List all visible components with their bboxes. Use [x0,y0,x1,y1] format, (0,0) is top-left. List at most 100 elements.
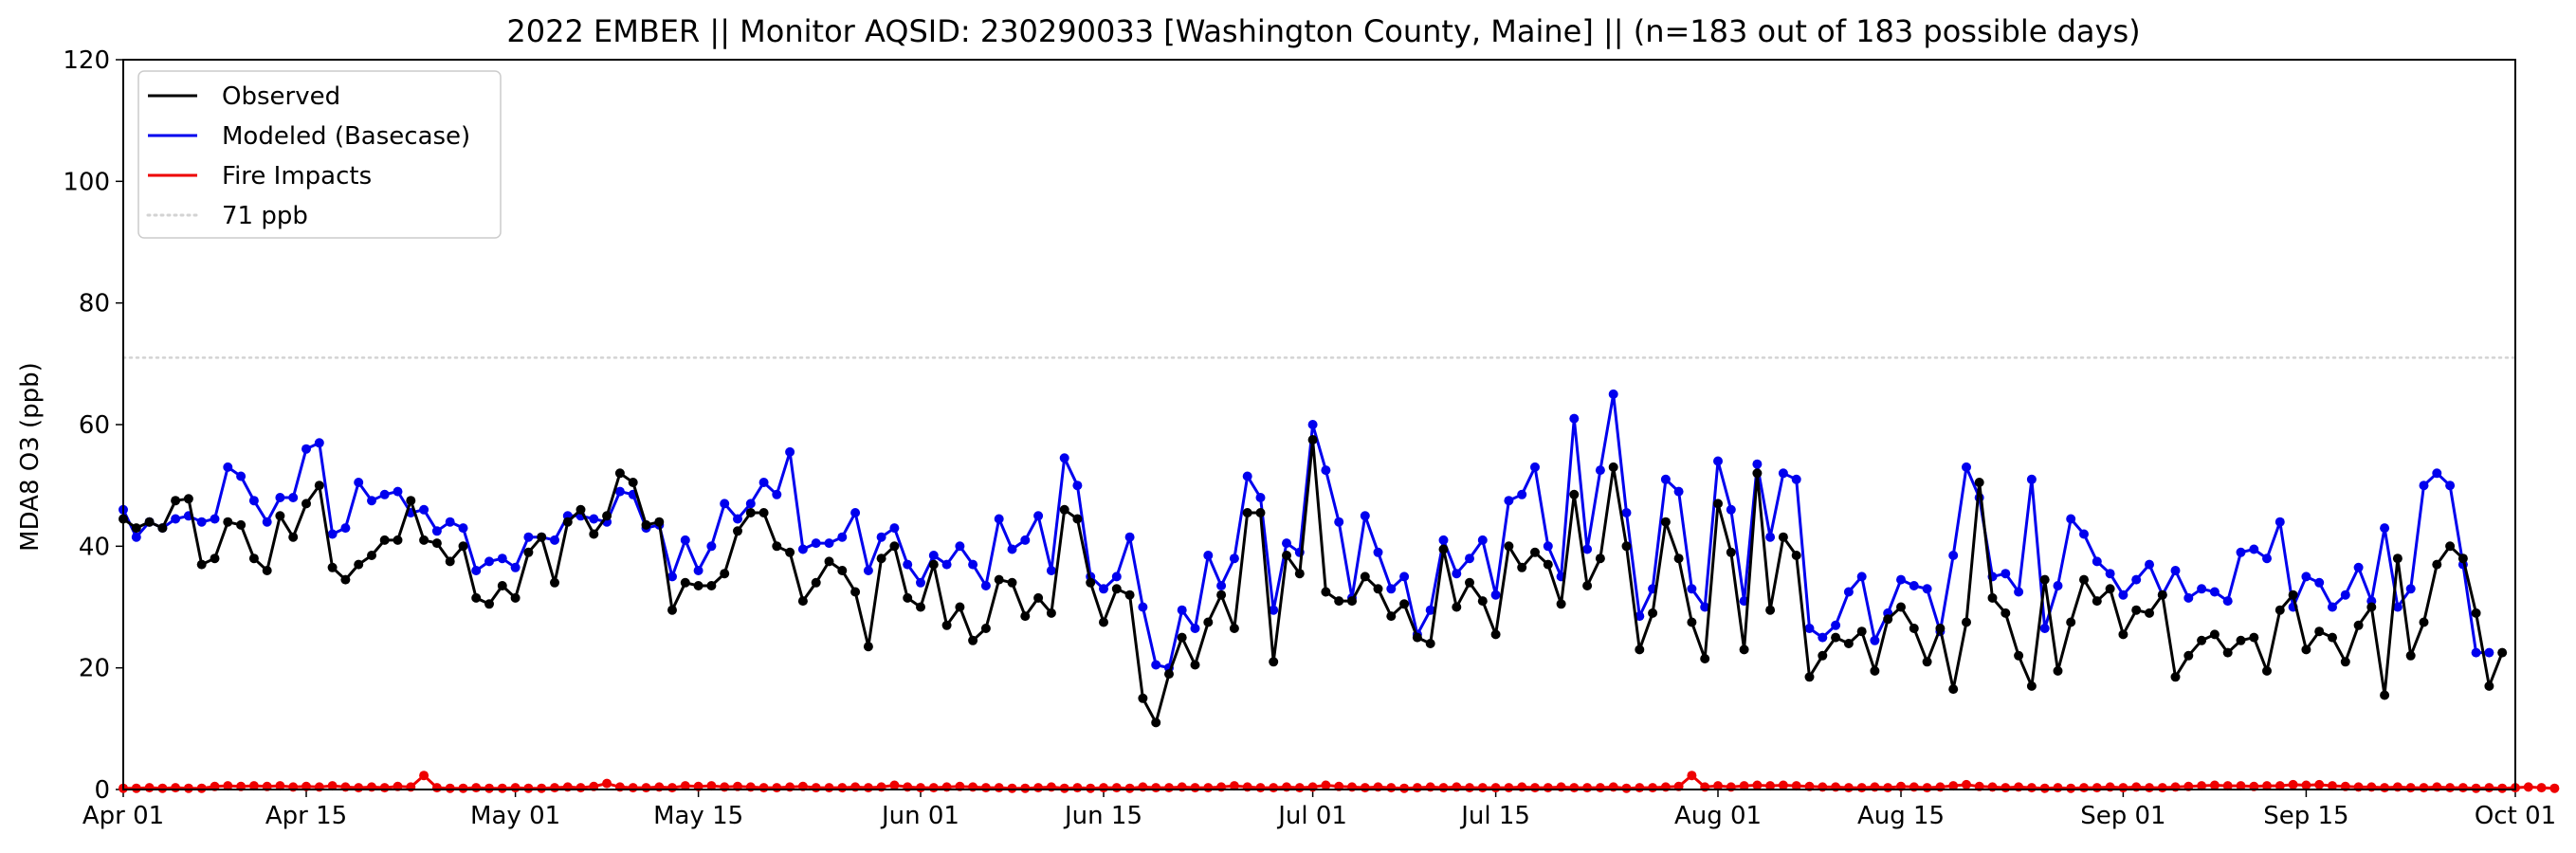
data-point-fire-impacts [445,783,455,793]
data-point-modeled-basecase [497,554,507,564]
data-point-modeled-basecase [928,551,939,560]
data-point-modeled-basecase [1177,605,1187,615]
data-point-observed [1569,489,1580,499]
data-point-observed [2419,617,2429,627]
data-point-fire-impacts [994,783,1004,793]
data-point-fire-impacts [2523,782,2533,792]
data-point-fire-impacts [2457,783,2468,793]
data-point-modeled-basecase [980,581,991,590]
data-point-observed [1138,693,1148,703]
data-point-fire-impacts [248,781,259,791]
data-point-observed [2209,629,2220,640]
data-point-modeled-basecase [1033,511,1044,521]
x-tick-label: Sep 01 [2080,802,2165,830]
data-point-modeled-basecase [797,544,808,554]
data-point-fire-impacts [1530,783,1540,793]
legend-box [137,70,502,239]
data-point-observed [314,481,324,491]
data-point-fire-impacts [2419,783,2429,793]
data-point-modeled-basecase [955,541,965,552]
data-point-modeled-basecase [1255,493,1266,502]
data-point-fire-impacts [575,783,586,793]
data-point-modeled-basecase [2066,514,2076,524]
data-point-modeled-basecase [1046,566,1056,575]
data-point-modeled-basecase [1673,486,1684,497]
data-point-modeled-basecase [1242,471,1252,481]
data-point-modeled-basecase [523,532,534,542]
data-point-observed [1242,508,1252,517]
data-point-observed [1648,608,1658,618]
data-point-observed [1974,478,1984,487]
data-point-observed [1621,541,1632,552]
y-tick-label: 20 [79,655,110,683]
data-point-modeled-basecase [968,559,978,570]
data-point-modeled-basecase [1452,569,1462,579]
data-point-observed [1896,602,1906,612]
data-point-modeled-basecase [1099,584,1108,594]
data-point-fire-impacts [980,783,991,793]
data-point-modeled-basecase [1111,572,1122,582]
data-point-fire-impacts [1294,783,1305,793]
data-point-modeled-basecase [824,538,834,549]
data-point-observed [1582,581,1593,590]
data-point-observed [471,592,482,603]
data-point-modeled-basecase [2001,569,2011,579]
data-point-observed [1465,577,1474,588]
data-point-observed [1543,559,1553,570]
data-point-fire-impacts [379,783,390,793]
data-point-modeled-basecase [1700,602,1710,612]
data-point-modeled-basecase [1425,605,1435,615]
data-point-fire-impacts [1438,783,1449,793]
data-point-fire-impacts [1648,783,1658,793]
data-point-fire-impacts [1778,780,1788,790]
data-point-modeled-basecase [1569,413,1580,424]
y-axis-label: MDA8 O3 (ppb) [16,362,45,552]
legend-label: Modeled (Basecase) [222,122,470,151]
data-point-modeled-basecase [419,504,429,515]
data-point-observed [745,508,756,517]
data-point-observed [1635,644,1645,655]
data-point-modeled-basecase [2301,572,2311,582]
data-point-modeled-basecase [706,541,717,552]
data-point-modeled-basecase [667,572,677,582]
data-point-observed [2014,650,2024,661]
data-point-fire-impacts [1543,783,1553,793]
data-point-fire-impacts [772,783,782,793]
data-point-observed [275,511,285,521]
data-point-modeled-basecase [1307,420,1318,429]
data-point-observed [1752,468,1763,479]
data-point-fire-impacts [1321,780,1331,790]
data-point-modeled-basecase [1504,496,1514,506]
data-point-observed [1530,547,1540,557]
data-point-observed [1347,596,1357,607]
data-point-modeled-basecase [288,493,299,502]
data-point-fire-impacts [431,783,442,793]
data-point-fire-impacts [1621,783,1632,793]
data-point-fire-impacts [1190,783,1200,793]
data-point-modeled-basecase [850,508,861,517]
chart-title: 2022 EMBER || Monitor AQSID: 230290033 [… [506,13,2140,49]
x-tick-label: Oct 01 [2475,802,2556,830]
data-point-observed [550,577,559,588]
data-point-fire-impacts [2053,783,2063,793]
data-point-fire-impacts [1269,783,1279,793]
data-point-fire-impacts [1412,783,1422,793]
data-point-fire-impacts [471,783,482,793]
data-point-observed [497,581,507,590]
data-point-observed [1778,532,1788,542]
data-point-observed [2001,608,2011,618]
data-point-observed [1334,596,1344,607]
data-point-observed [1255,508,1266,517]
data-point-fire-impacts [1477,783,1488,793]
data-point-observed [171,496,181,506]
x-tick-label: May 15 [653,802,743,830]
data-point-observed [196,559,207,570]
data-point-modeled-basecase [1007,544,1017,554]
data-point-modeled-basecase [614,486,625,497]
data-point-observed [1856,626,1867,637]
data-point-fire-impacts [2092,783,2102,793]
data-point-modeled-basecase [903,559,913,570]
data-point-fire-impacts [223,781,233,791]
data-point-modeled-basecase [2222,596,2233,607]
data-point-modeled-basecase [1399,572,1410,582]
